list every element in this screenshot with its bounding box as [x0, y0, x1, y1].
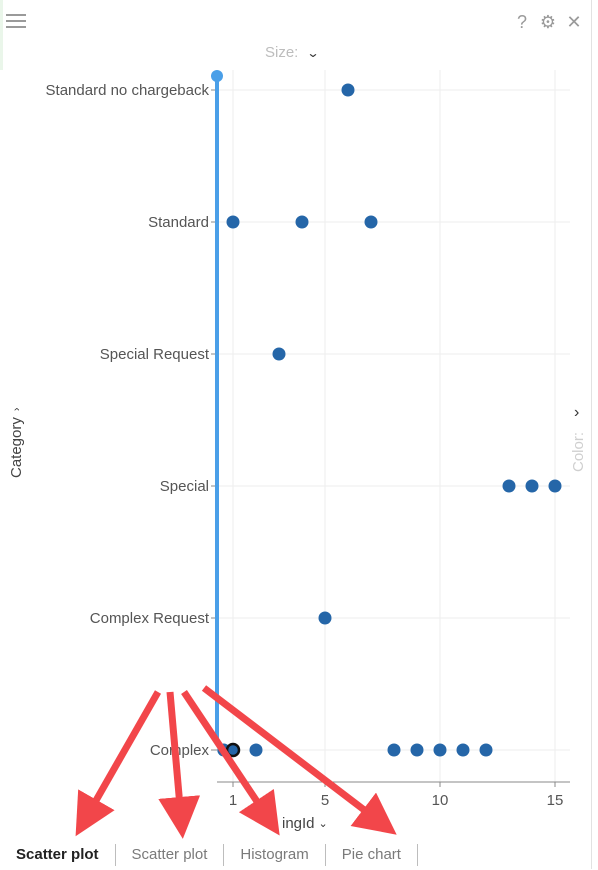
data-point[interactable] — [410, 743, 424, 757]
x-tick-labels: 1 5 10 15 — [229, 792, 564, 809]
tab-pie-chart[interactable]: Pie chart — [326, 844, 418, 866]
data-point[interactable] — [272, 347, 286, 361]
y-tick-label: Special Request — [100, 346, 210, 363]
data-points — [217, 83, 562, 758]
data-point[interactable] — [226, 215, 240, 229]
chevron-right-icon[interactable]: › — [574, 404, 580, 421]
close-icon[interactable]: ✕ — [566, 12, 582, 32]
menu-icon[interactable] — [6, 14, 26, 30]
tab-scatter-plot-2[interactable]: Scatter plot — [116, 844, 225, 866]
data-point[interactable] — [341, 83, 355, 97]
x-axis-label: ingId — [282, 815, 315, 832]
data-point[interactable] — [387, 743, 401, 757]
data-point[interactable] — [433, 743, 447, 757]
x-tick-label: 5 — [321, 792, 329, 809]
data-point[interactable] — [364, 215, 378, 229]
data-point[interactable] — [502, 479, 516, 493]
gear-icon[interactable]: ⚙ — [539, 12, 557, 32]
data-point[interactable] — [456, 743, 470, 757]
y-tick-label: Standard no chargeback — [46, 82, 210, 99]
data-point[interactable] — [225, 742, 241, 758]
data-point[interactable] — [318, 611, 332, 625]
data-point[interactable] — [295, 215, 309, 229]
size-label: Size: — [265, 44, 299, 61]
chevron-down-icon[interactable]: ⌄ — [306, 45, 320, 60]
selection-line — [211, 70, 223, 745]
help-icon[interactable]: ? — [516, 12, 527, 32]
x-axis-selector[interactable]: ingId ⌄ — [282, 815, 328, 832]
y-tick-label: Special — [160, 478, 209, 495]
tab-histogram[interactable]: Histogram — [224, 844, 326, 866]
selection-handle[interactable] — [211, 70, 223, 82]
data-point[interactable] — [479, 743, 493, 757]
panel-controls: ? ⚙ ✕ — [512, 12, 584, 32]
data-point[interactable] — [249, 743, 263, 757]
y-tick-label: Standard — [148, 214, 209, 231]
axes-lines — [211, 89, 570, 787]
x-tick-label: 15 — [547, 792, 564, 809]
x-tick-label: 10 — [432, 792, 449, 809]
visualization-tabs: Scatter plot Scatter plot Histogram Pie … — [0, 840, 418, 870]
data-point[interactable] — [548, 479, 562, 493]
size-selector[interactable]: Size: ⌄ — [265, 44, 320, 61]
tab-scatter-plot-1[interactable]: Scatter plot — [0, 844, 116, 866]
panel-accent — [0, 0, 3, 70]
y-tick-label: Complex Request — [90, 610, 210, 627]
color-selector[interactable]: › Color: — [558, 400, 598, 490]
chevron-down-icon[interactable]: ⌄ — [318, 818, 328, 830]
y-tick-label: Complex — [150, 742, 210, 759]
x-tick-label: 1 — [229, 792, 237, 809]
grid — [217, 70, 570, 782]
y-tick-labels: Standard no chargeback Standard Special Re… — [46, 82, 210, 759]
data-point[interactable] — [525, 479, 539, 493]
